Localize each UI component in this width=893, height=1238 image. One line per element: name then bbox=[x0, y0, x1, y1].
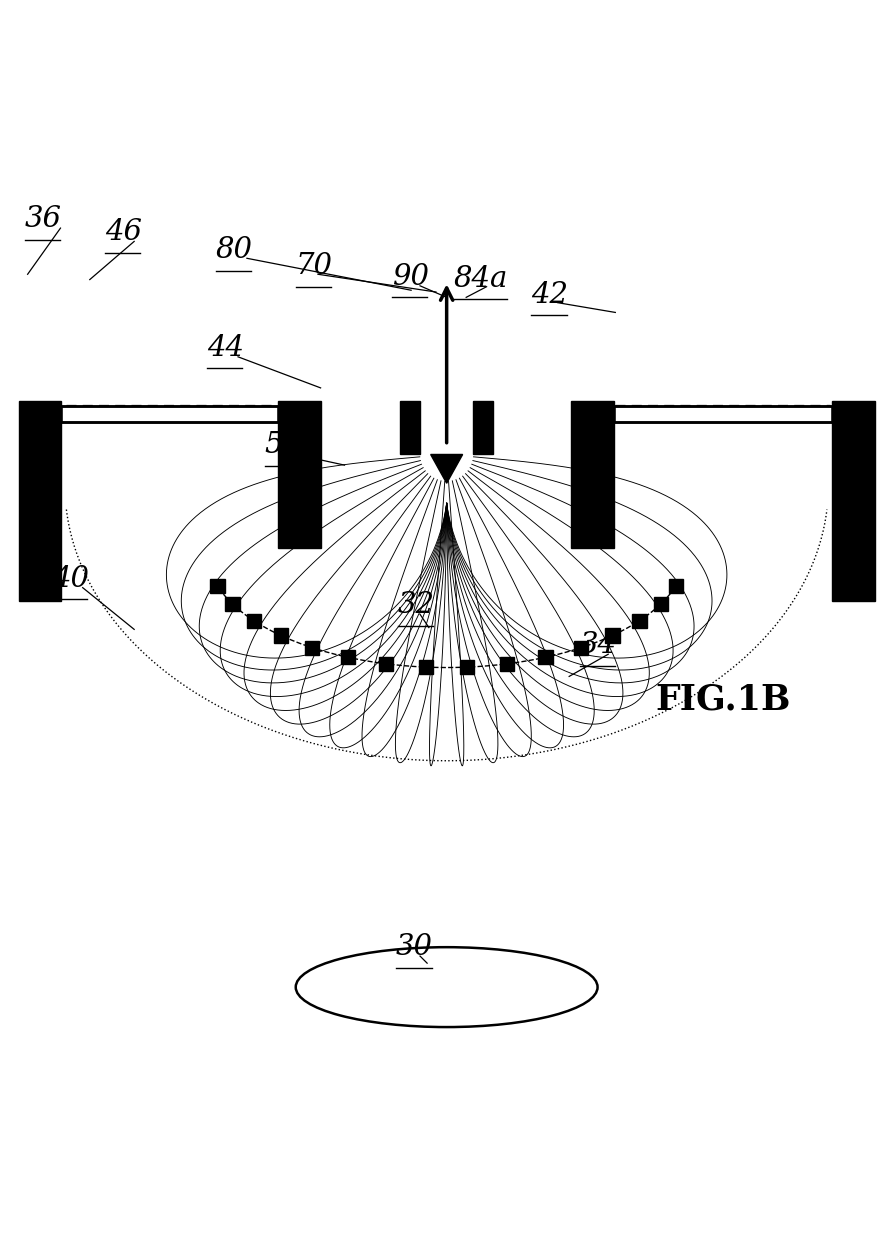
Text: 46: 46 bbox=[104, 218, 142, 246]
Bar bbox=[19, 401, 62, 602]
Ellipse shape bbox=[296, 947, 597, 1028]
Text: 40: 40 bbox=[52, 565, 88, 592]
Bar bbox=[305, 641, 320, 655]
Bar bbox=[400, 401, 420, 454]
Bar bbox=[571, 401, 613, 548]
Bar bbox=[419, 660, 433, 675]
Bar bbox=[632, 614, 647, 628]
Bar bbox=[654, 597, 668, 612]
Bar bbox=[246, 614, 261, 628]
Text: 90: 90 bbox=[391, 262, 429, 291]
Bar bbox=[379, 657, 393, 671]
Bar bbox=[225, 597, 239, 612]
Text: 32: 32 bbox=[397, 591, 435, 619]
Text: 36: 36 bbox=[25, 206, 62, 233]
Bar bbox=[831, 401, 874, 602]
Text: 84a: 84a bbox=[454, 265, 508, 292]
Text: 70: 70 bbox=[296, 253, 332, 280]
Text: FIG.1B: FIG.1B bbox=[655, 682, 790, 717]
Text: 42: 42 bbox=[530, 281, 568, 308]
Text: 34: 34 bbox=[580, 631, 616, 659]
Bar bbox=[420, 401, 473, 454]
Bar bbox=[500, 657, 514, 671]
Text: 30: 30 bbox=[396, 932, 433, 961]
Bar bbox=[273, 629, 288, 643]
Text: 44: 44 bbox=[207, 334, 244, 361]
Text: 50: 50 bbox=[264, 431, 302, 459]
Bar bbox=[473, 401, 493, 454]
Bar bbox=[460, 660, 474, 675]
Bar bbox=[278, 401, 321, 548]
Bar bbox=[669, 579, 683, 593]
Bar bbox=[573, 641, 588, 655]
Bar bbox=[613, 406, 831, 422]
Bar bbox=[340, 650, 355, 665]
Bar bbox=[62, 406, 278, 422]
Bar bbox=[538, 650, 553, 665]
Bar bbox=[210, 579, 224, 593]
Bar bbox=[605, 629, 620, 643]
Polygon shape bbox=[430, 454, 463, 484]
Text: 80: 80 bbox=[216, 236, 253, 264]
